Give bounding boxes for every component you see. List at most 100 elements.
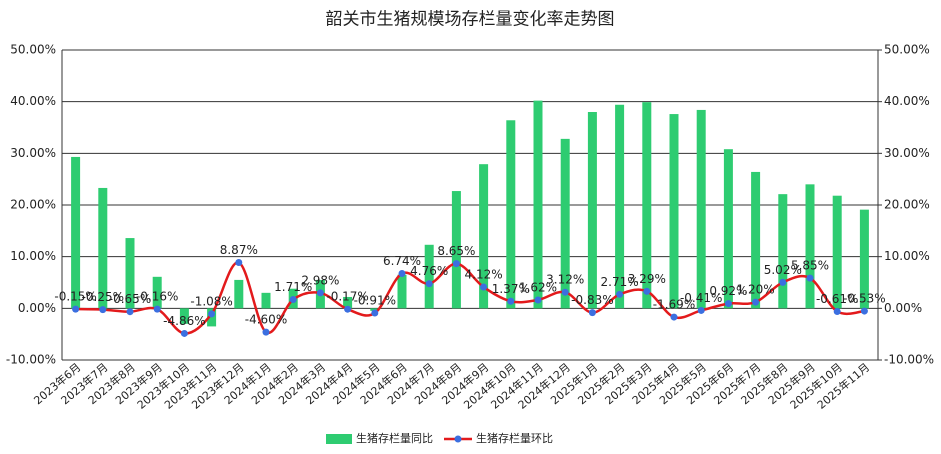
y2-tick-label: 50.00%	[884, 43, 930, 57]
line-marker	[860, 307, 868, 315]
bar	[778, 194, 788, 309]
legend-label: 生猪存栏量环比	[476, 431, 553, 445]
value-label: -0.61%	[816, 292, 858, 306]
bar	[587, 112, 597, 309]
y-tick-label: 40.00%	[10, 94, 56, 108]
bar	[234, 279, 244, 309]
line-marker	[724, 300, 732, 308]
value-label: 5.02%	[764, 263, 802, 277]
value-label: -0.65%	[109, 292, 151, 306]
bar	[642, 102, 652, 309]
value-label: 2.71%	[601, 275, 639, 289]
chart-title: 韶关市生猪规模场存栏量变化率走势图	[326, 10, 615, 30]
line-marker	[262, 328, 270, 336]
line-marker	[534, 296, 542, 304]
line-marker	[452, 260, 460, 268]
y-tick-label: 20.00%	[10, 198, 56, 212]
value-label: -0.83%	[571, 293, 613, 307]
line-marker	[371, 309, 379, 317]
y-tick-label: -10.00%	[6, 353, 56, 367]
line-marker	[561, 288, 569, 296]
value-label: 1.71%	[274, 280, 312, 294]
line-marker	[344, 305, 352, 313]
line-marker	[72, 305, 80, 313]
bar	[424, 244, 434, 309]
value-label: 3.12%	[546, 273, 584, 287]
bar	[179, 308, 189, 324]
line-marker	[153, 305, 161, 313]
value-label: 1.37%	[492, 282, 530, 296]
value-label: 1.62%	[519, 280, 557, 294]
bar	[533, 100, 543, 309]
bar	[669, 114, 679, 309]
value-label: 0.92%	[709, 284, 747, 298]
bar	[696, 109, 706, 309]
line-marker	[480, 283, 488, 291]
line-marker	[398, 270, 406, 278]
value-label: -1.08%	[190, 294, 232, 308]
bar	[832, 195, 842, 309]
value-label: -0.25%	[82, 290, 124, 304]
value-label: -4.86%	[163, 314, 205, 328]
bar	[805, 184, 815, 309]
line-marker	[697, 306, 705, 314]
legend-swatch	[454, 435, 462, 443]
bar	[343, 296, 353, 309]
y-tick-label: 0.00%	[18, 301, 56, 315]
y2-tick-label: 20.00%	[884, 198, 930, 212]
value-label: -0.91%	[354, 294, 396, 308]
value-label: 4.76%	[410, 264, 448, 278]
y-tick-label: 10.00%	[10, 249, 56, 263]
y-tick-label: 30.00%	[10, 146, 56, 160]
bar	[615, 104, 625, 309]
y2-tick-label: -10.00%	[884, 353, 934, 367]
value-label: 1.20%	[737, 283, 775, 297]
line-marker	[208, 310, 216, 318]
value-label: 4.12%	[465, 268, 503, 282]
bar	[261, 292, 271, 309]
value-label: -1.69%	[653, 298, 695, 312]
y2-tick-label: 40.00%	[884, 94, 930, 108]
line-marker	[180, 329, 188, 337]
value-label: -0.53%	[843, 292, 885, 306]
line-marker	[507, 297, 515, 305]
line-marker	[779, 278, 787, 286]
y2-tick-label: 0.00%	[884, 301, 922, 315]
bar	[723, 149, 733, 309]
bar	[506, 120, 516, 309]
line-marker	[643, 287, 651, 295]
line-marker	[126, 308, 134, 316]
bar	[71, 156, 81, 309]
y2-tick-label: 10.00%	[884, 249, 930, 263]
y2-tick-label: 30.00%	[884, 146, 930, 160]
line-marker	[588, 309, 596, 317]
value-label: 3.29%	[628, 272, 666, 286]
value-label: -0.16%	[136, 290, 178, 304]
line-marker	[235, 259, 243, 267]
bar	[479, 164, 489, 309]
line-marker	[316, 289, 324, 297]
line-marker	[99, 306, 107, 314]
bar	[560, 138, 570, 309]
value-label: 8.87%	[220, 243, 258, 257]
line-marker	[670, 313, 678, 321]
line-marker	[752, 298, 760, 306]
bar	[859, 209, 869, 309]
bar	[451, 191, 461, 309]
value-label: -0.41%	[680, 291, 722, 305]
value-label: -0.17%	[326, 290, 368, 304]
value-label: 2.98%	[301, 273, 339, 287]
bar	[125, 238, 135, 309]
line-marker	[616, 290, 624, 298]
value-label: -4.60%	[245, 313, 287, 327]
y-tick-label: 50.00%	[10, 43, 56, 57]
value-label: 5.85%	[791, 259, 829, 273]
line-marker	[425, 280, 433, 288]
bar	[152, 276, 162, 309]
bar	[751, 171, 761, 309]
line-marker	[833, 307, 841, 315]
value-label: 6.74%	[383, 254, 421, 268]
legend-label: 生猪存栏量同比	[356, 431, 433, 445]
value-label: 8.65%	[437, 244, 475, 258]
